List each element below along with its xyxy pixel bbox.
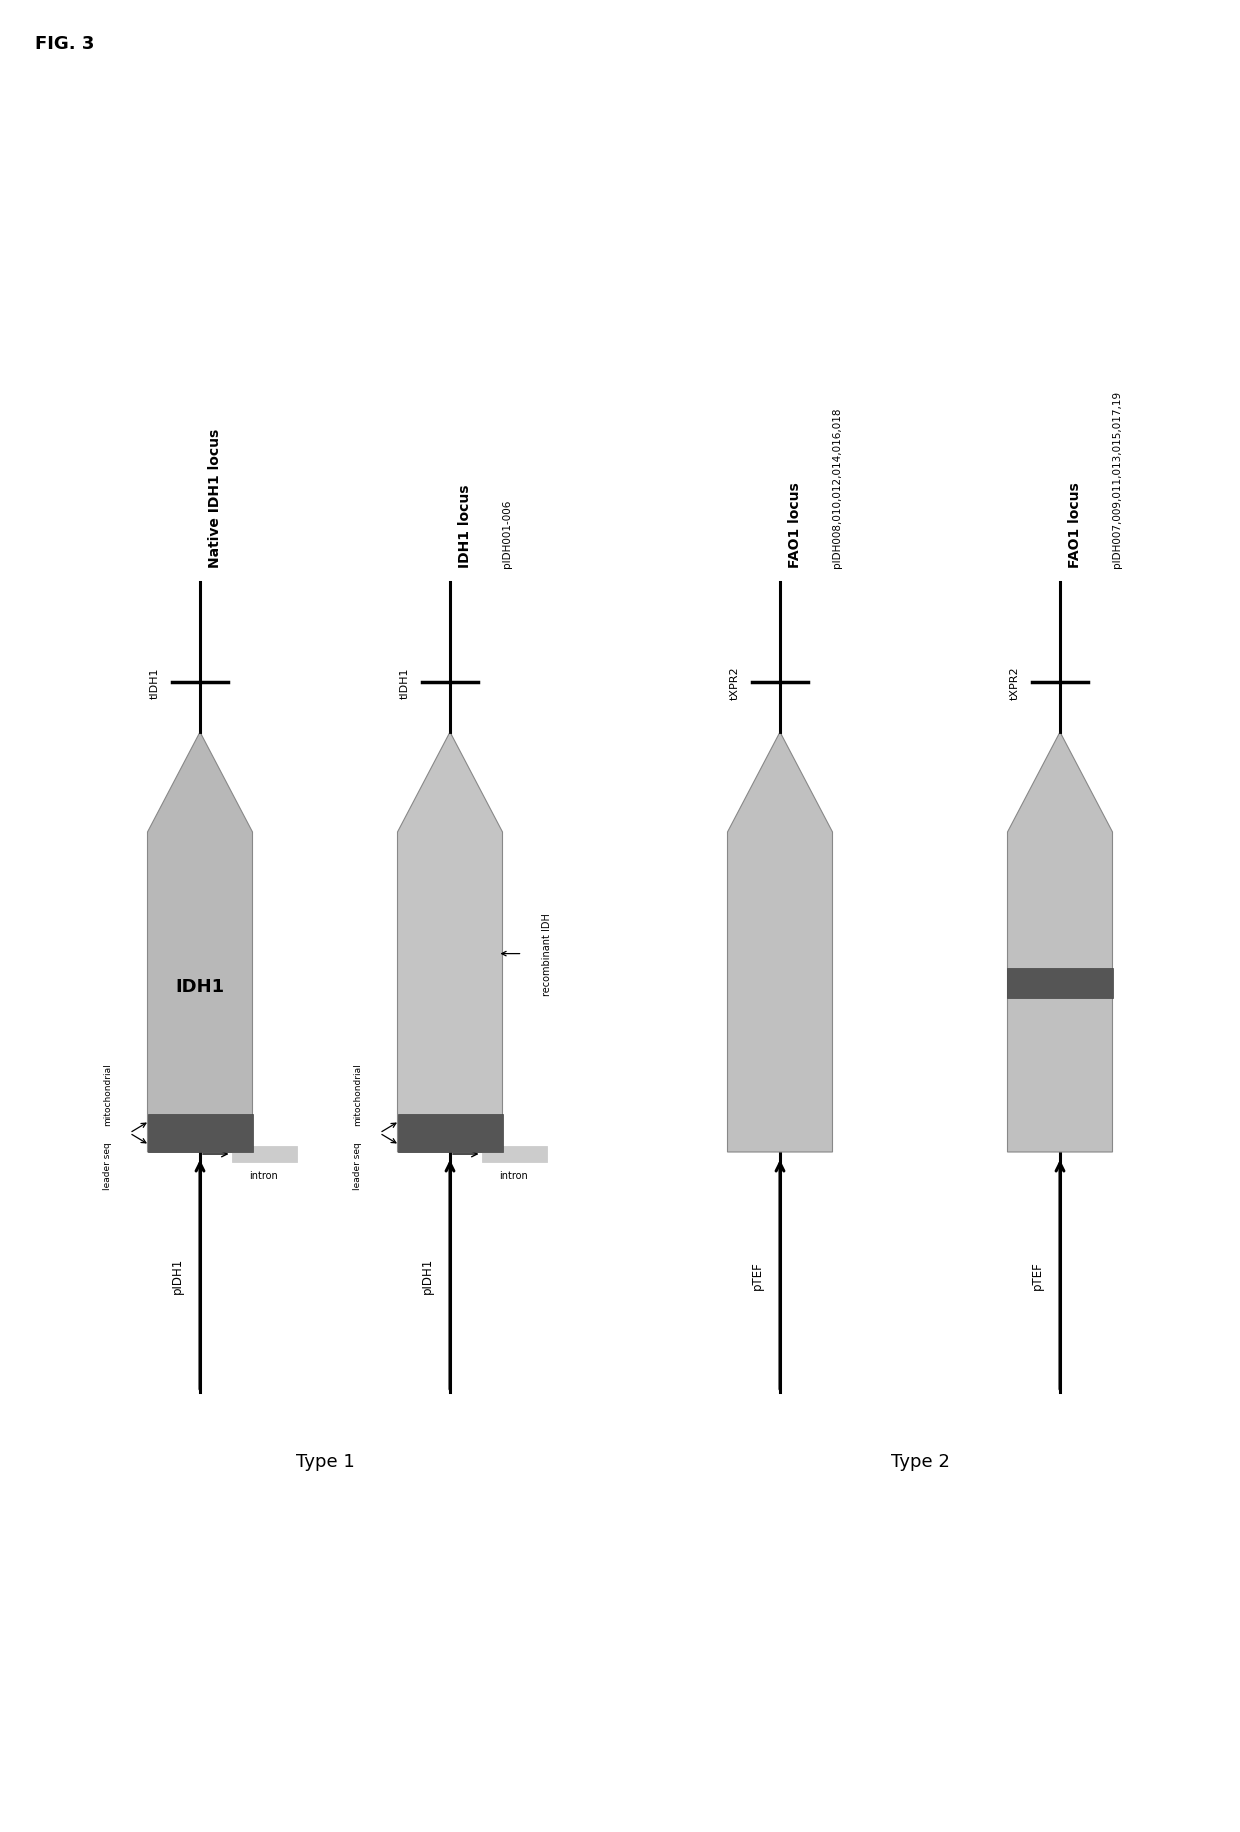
Text: IDH1: IDH1 <box>175 976 224 995</box>
Bar <box>232 1147 296 1161</box>
Text: Type 1: Type 1 <box>295 1453 355 1471</box>
Text: pTEF: pTEF <box>751 1260 764 1290</box>
Polygon shape <box>728 733 832 1152</box>
Polygon shape <box>1007 733 1112 1152</box>
Text: intron: intron <box>249 1171 278 1180</box>
Text: leader seq: leader seq <box>103 1141 112 1189</box>
Text: FIG. 3: FIG. 3 <box>35 35 94 53</box>
Text: tIDH1: tIDH1 <box>401 667 410 698</box>
Text: pIDH1: pIDH1 <box>171 1257 184 1293</box>
Text: tXPR2: tXPR2 <box>1011 665 1021 700</box>
Text: IDH1 locus: IDH1 locus <box>458 484 472 568</box>
Polygon shape <box>148 1114 253 1152</box>
Bar <box>481 1147 547 1161</box>
Text: Type 2: Type 2 <box>890 1453 950 1471</box>
Polygon shape <box>1007 969 1112 998</box>
Polygon shape <box>398 1114 502 1152</box>
Text: Native IDH1 locus: Native IDH1 locus <box>208 429 222 568</box>
Text: recombinant IDH: recombinant IDH <box>543 912 553 995</box>
Text: FAO1 locus: FAO1 locus <box>787 482 802 568</box>
Text: tIDH1: tIDH1 <box>150 667 160 698</box>
Polygon shape <box>398 733 502 1152</box>
Text: tXPR2: tXPR2 <box>730 665 740 700</box>
Text: mitochondrial: mitochondrial <box>353 1063 362 1125</box>
Text: leader seq: leader seq <box>353 1141 362 1189</box>
Text: mitochondrial: mitochondrial <box>103 1063 112 1125</box>
Text: FAO1 locus: FAO1 locus <box>1068 482 1083 568</box>
Text: pTEF: pTEF <box>1030 1260 1044 1290</box>
Text: pIDH001-006: pIDH001-006 <box>502 500 512 568</box>
Text: pIDH008,010,012,014,016,018: pIDH008,010,012,014,016,018 <box>832 407 842 568</box>
Text: pIDH1: pIDH1 <box>422 1257 434 1293</box>
Polygon shape <box>148 733 253 1152</box>
Text: pIDH007,009,011,013,015,017,19: pIDH007,009,011,013,015,017,19 <box>1112 390 1122 568</box>
Text: intron: intron <box>500 1171 528 1180</box>
